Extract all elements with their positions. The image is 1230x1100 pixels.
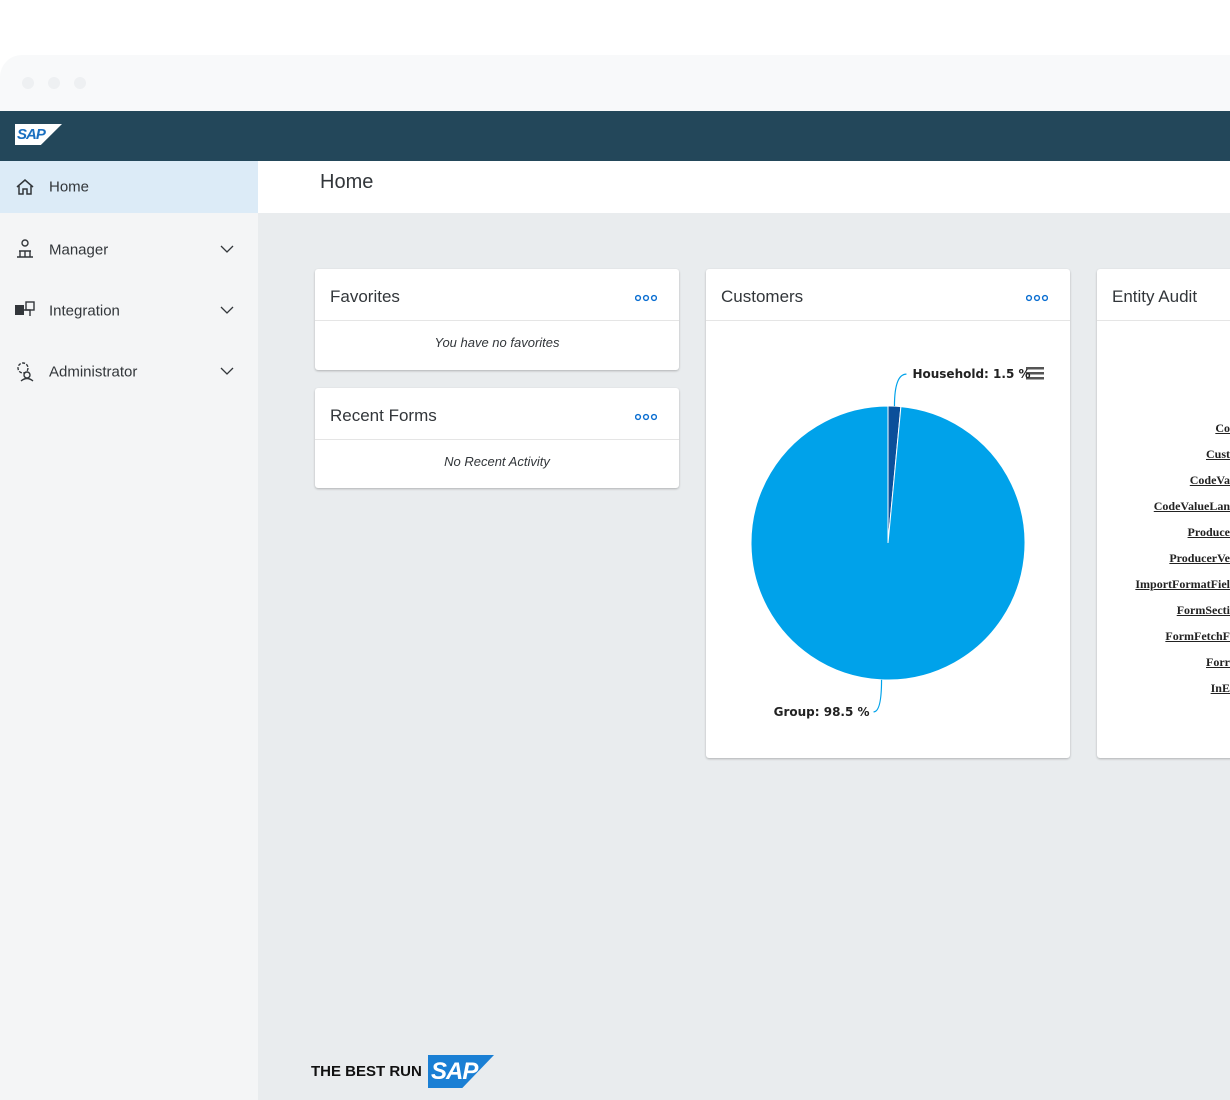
pie-slice	[750, 405, 1026, 681]
tagline: THE BEST RUN	[311, 1063, 422, 1080]
chart-menu[interactable]	[1026, 367, 1044, 380]
nav-label: Administrator	[49, 363, 138, 381]
window-dot	[74, 77, 86, 89]
more-button[interactable]	[635, 413, 657, 421]
nav-label: Integration	[49, 302, 120, 320]
entity-audit-card: Entity Audit Co Cust CodeVa CodeValueLan Pro…	[1097, 269, 1230, 758]
audit-link[interactable]: Co	[1215, 421, 1230, 435]
card-title: Entity Audit	[1112, 287, 1198, 306]
recent-forms-card: Recent Forms No Recent Activity	[315, 388, 679, 488]
window-chrome	[0, 55, 1230, 111]
audit-link[interactable]: CodeValueLan	[1153, 499, 1230, 513]
more-button[interactable]	[635, 294, 657, 302]
audit-link[interactable]: Produce	[1187, 525, 1230, 539]
integration-icon	[15, 301, 35, 316]
card-title: Customers	[721, 287, 804, 306]
shell-bar	[0, 111, 1230, 161]
data-label: Household: 1.5 %	[912, 367, 1030, 381]
chevron[interactable]	[220, 244, 234, 254]
audit-link[interactable]: FormFetchF	[1165, 629, 1230, 643]
audit-link[interactable]: ImportFormatFiel	[1135, 577, 1230, 591]
leader-line	[873, 679, 883, 713]
card-header: Customers	[706, 269, 1070, 321]
audit-link[interactable]: Cust	[1205, 447, 1230, 461]
nav-item[interactable]: Integration	[0, 285, 258, 337]
audit-link[interactable]: Forr	[1206, 655, 1230, 669]
card-header: Favorites	[315, 269, 679, 321]
audit-link[interactable]: InE	[1210, 681, 1230, 695]
title-bar	[258, 161, 1230, 213]
chevron[interactable]	[220, 305, 234, 315]
nav-label: Manager	[49, 241, 109, 259]
card-title: Favorites	[330, 287, 400, 306]
empty-text: No Recent Activity	[444, 454, 550, 469]
admin-icon	[17, 362, 34, 382]
window-dot	[48, 77, 60, 89]
sidebar	[0, 161, 258, 1100]
nav-item[interactable]: Manager	[0, 224, 258, 276]
audit-labels: Co Cust CodeVa CodeValueLan Produce ProducerV…	[1097, 269, 1230, 758]
audit-link[interactable]: CodeVa	[1189, 473, 1230, 487]
card-header: Recent Forms	[315, 388, 679, 440]
favorites-card: Favorites You have no favorites	[315, 269, 679, 370]
customers-card: Customers Household: 1.5 % Group: 98.5 %	[706, 269, 1070, 758]
home-icon	[16, 179, 34, 195]
nav-label: Home	[49, 178, 90, 196]
pie-chart: Household: 1.5 % Group: 98.5 %	[750, 367, 1044, 719]
leader-line	[893, 373, 907, 407]
chevron[interactable]	[220, 366, 234, 376]
manager-icon	[17, 239, 33, 258]
data-label: Group: 98.5 %	[774, 705, 870, 719]
card-header: Entity Audit	[1097, 269, 1230, 321]
window-dot	[22, 77, 34, 89]
card-title: Recent Forms	[330, 406, 437, 425]
nav-item[interactable]: Administrator	[0, 346, 258, 398]
more-button[interactable]	[1026, 294, 1048, 302]
page-title: Home	[320, 171, 374, 193]
audit-link[interactable]: FormSecti	[1176, 603, 1230, 617]
nav-item[interactable]: Home	[0, 161, 258, 213]
audit-link[interactable]: ProducerVe	[1169, 551, 1230, 565]
empty-text: You have no favorites	[434, 335, 560, 350]
